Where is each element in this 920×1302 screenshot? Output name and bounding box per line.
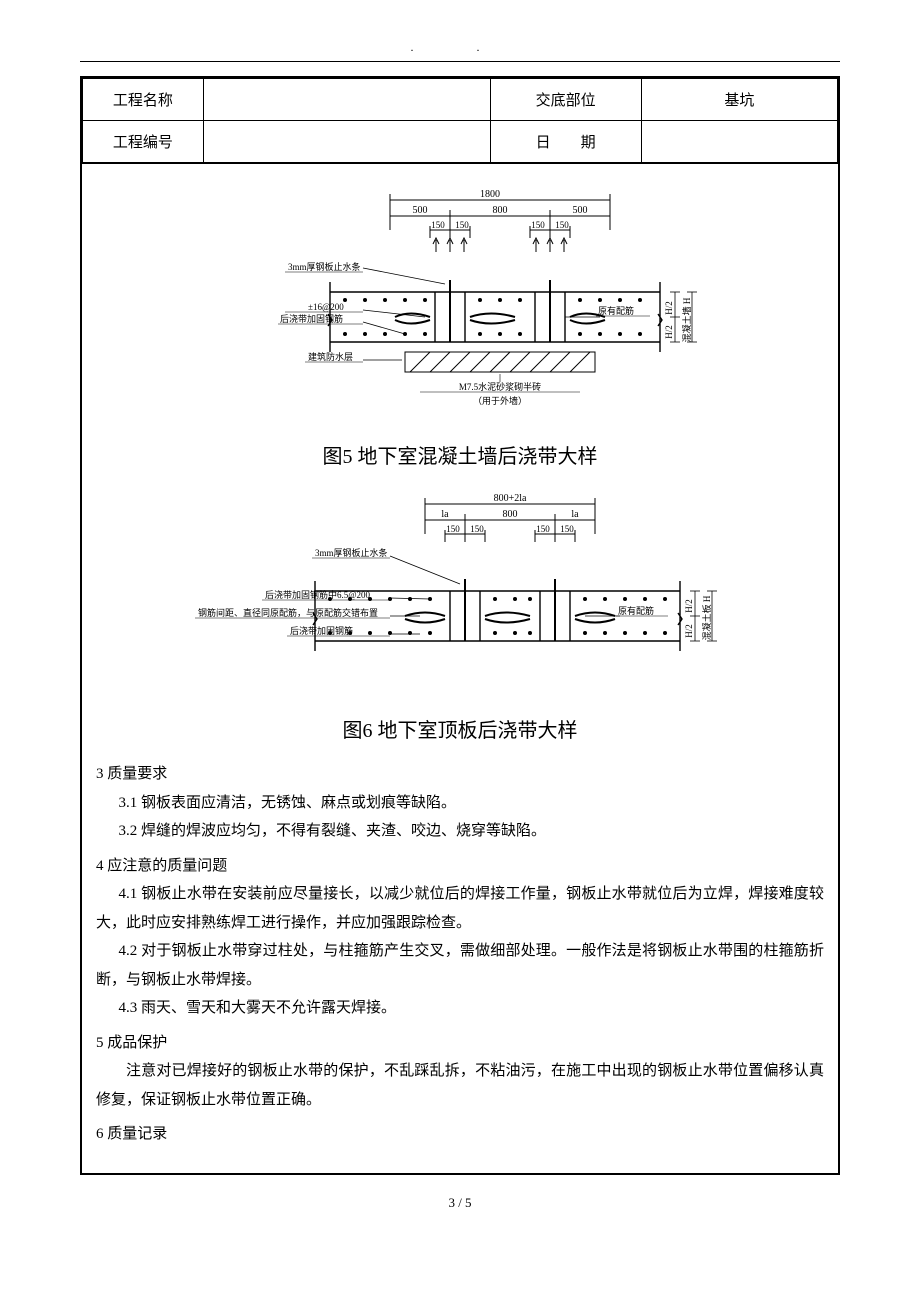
table-row: 工程名称 交底部位 基坑 (83, 79, 838, 121)
svg-text:钢筋间距、直径同原配筋，与原配筋交错布置: 钢筋间距、直径同原配筋，与原配筋交错布置 (198, 607, 378, 618)
section-3-heading: 3 质量要求 (96, 760, 824, 789)
svg-text:建筑防水层: 建筑防水层 (308, 351, 353, 362)
cell-proj-no-val (203, 121, 490, 163)
figure-6-svg: 800+2la la 800 la 150 150 150 150 (180, 486, 740, 706)
svg-text:1800: 1800 (480, 189, 500, 200)
svg-text:混凝土墙 H: 混凝土墙 H (681, 297, 692, 342)
cell-date-val (641, 121, 837, 163)
cell-proj-name-label: 工程名称 (83, 79, 204, 121)
svg-text:800+2la: 800+2la (494, 493, 527, 504)
section-4-2: 4.2 对于钢板止水带穿过柱处，与柱箍筋产生交叉，需做细部处理。一般作法是将钢板… (96, 937, 824, 994)
svg-text:H/2: H/2 (684, 624, 694, 638)
page-number: 3 / 5 (80, 1195, 840, 1211)
cell-proj-no-label: 工程编号 (83, 121, 204, 163)
svg-text:3mm厚钢板止水条: 3mm厚钢板止水条 (315, 547, 388, 558)
svg-text:150: 150 (536, 524, 550, 534)
header-table: 工程名称 交底部位 基坑 工程编号 日 期 (82, 78, 838, 163)
section-3-1: 3.1 钢板表面应清洁，无锈蚀、麻点或划痕等缺陷。 (96, 789, 824, 818)
svg-text:±16@200: ±16@200 (308, 302, 344, 312)
section-5-heading: 5 成品保护 (96, 1029, 824, 1058)
svg-text:150: 150 (531, 220, 545, 230)
figure-6-caption: 图6 地下室顶板后浇带大样 (96, 712, 824, 750)
svg-text:后浇带加固钢筋中6.5@200: 后浇带加固钢筋中6.5@200 (265, 589, 371, 600)
table-row: 工程编号 日 期 (83, 121, 838, 163)
section-4-3: 4.3 雨天、雪天和大雾天不允许露天焊接。 (96, 994, 824, 1023)
svg-text:后浇带加固钢筋: 后浇带加固钢筋 (280, 313, 343, 324)
svg-text:H/2: H/2 (684, 599, 694, 613)
figure-5-svg: 1800 500 800 500 150 150 150 150 (180, 182, 740, 432)
cell-proj-name-val (203, 79, 490, 121)
svg-text:150: 150 (431, 220, 445, 230)
svg-text:150: 150 (560, 524, 574, 534)
svg-text:3mm厚钢板止水条: 3mm厚钢板止水条 (288, 261, 361, 272)
content-area: 1800 500 800 500 150 150 150 150 (82, 163, 838, 1173)
section-3-2: 3.2 焊缝的焊波应均匀，不得有裂缝、夹渣、咬边、烧穿等缺陷。 (96, 817, 824, 846)
section-4-heading: 4 应注意的质量问题 (96, 852, 824, 881)
svg-text:（用于外墙）: （用于外墙） (473, 395, 527, 406)
figure-5: 1800 500 800 500 150 150 150 150 (96, 182, 824, 476)
document-frame: 工程名称 交底部位 基坑 工程编号 日 期 (80, 76, 840, 1175)
svg-text:500: 500 (573, 205, 588, 216)
svg-text:150: 150 (455, 220, 469, 230)
svg-text:150: 150 (446, 524, 460, 534)
svg-text:500: 500 (413, 205, 428, 216)
figure-5-caption: 图5 地下室混凝土墙后浇带大样 (96, 438, 824, 476)
svg-text:M7.5水泥砂浆砌半砖: M7.5水泥砂浆砌半砖 (459, 381, 541, 392)
svg-text:800: 800 (503, 509, 518, 520)
section-4-1: 4.1 钢板止水带在安装前应尽量接长，以减少就位后的焊接工作量，钢板止水带就位后… (96, 880, 824, 937)
svg-text:原有配筋: 原有配筋 (598, 305, 634, 316)
cell-date-label: 日 期 (490, 121, 641, 163)
svg-text:la: la (441, 509, 449, 520)
svg-text:la: la (571, 509, 579, 520)
cell-part-label: 交底部位 (490, 79, 641, 121)
svg-text:150: 150 (470, 524, 484, 534)
svg-text:H/2: H/2 (664, 325, 674, 339)
svg-text:150: 150 (555, 220, 569, 230)
section-6-heading: 6 质量记录 (96, 1120, 824, 1149)
figure-6: 800+2la la 800 la 150 150 150 150 (96, 486, 824, 750)
svg-text:原有配筋: 原有配筋 (618, 605, 654, 616)
section-5-1: 注意对已焊接好的钢板止水带的保护，不乱踩乱拆，不粘油污，在施工中出现的钢板止水带… (96, 1057, 824, 1114)
cell-part-val: 基坑 (641, 79, 837, 121)
svg-text:800: 800 (493, 205, 508, 216)
svg-text:H/2: H/2 (664, 301, 674, 315)
svg-text:后浇带加固钢筋: 后浇带加固钢筋 (290, 625, 353, 636)
svg-text:混凝土板 H: 混凝土板 H (701, 595, 712, 640)
header-dots: . . (80, 40, 840, 62)
